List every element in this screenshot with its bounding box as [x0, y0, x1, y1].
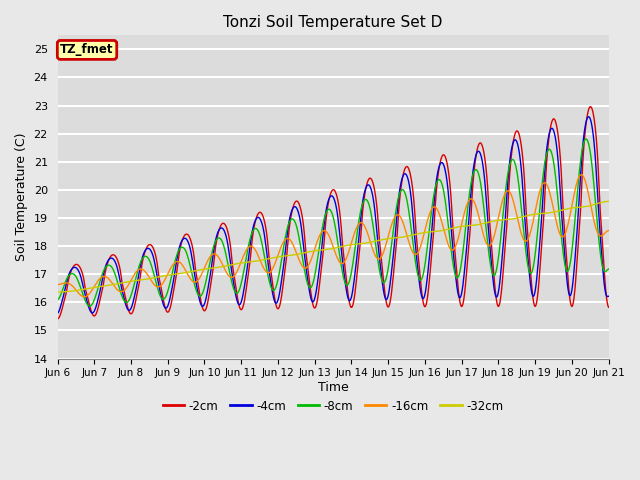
-8cm	[86, 303, 93, 309]
-2cm	[54, 316, 61, 322]
-4cm	[416, 285, 424, 291]
Line: -8cm: -8cm	[58, 139, 609, 306]
-2cm	[120, 289, 128, 295]
-2cm	[586, 104, 594, 109]
-32cm	[120, 279, 128, 285]
-2cm	[416, 274, 424, 279]
-16cm	[121, 287, 129, 293]
-8cm	[121, 299, 129, 305]
-2cm	[177, 245, 184, 251]
Line: -32cm: -32cm	[58, 201, 609, 292]
-8cm	[177, 245, 185, 251]
-16cm	[177, 261, 185, 266]
-4cm	[120, 296, 128, 302]
Legend: -2cm, -4cm, -8cm, -16cm, -32cm: -2cm, -4cm, -8cm, -16cm, -32cm	[158, 395, 508, 417]
Line: -16cm: -16cm	[58, 175, 609, 297]
-8cm	[206, 259, 214, 264]
-16cm	[401, 225, 408, 231]
-4cm	[205, 278, 213, 284]
-2cm	[63, 283, 71, 288]
-4cm	[585, 114, 593, 120]
-8cm	[401, 190, 408, 195]
-8cm	[605, 266, 612, 272]
-2cm	[400, 168, 408, 174]
-8cm	[417, 277, 425, 283]
X-axis label: Time: Time	[317, 381, 348, 394]
-32cm	[205, 265, 213, 271]
-8cm	[582, 136, 590, 142]
-4cm	[177, 242, 184, 248]
-16cm	[605, 228, 612, 233]
Line: -2cm: -2cm	[58, 107, 609, 319]
-16cm	[577, 172, 585, 178]
-4cm	[400, 171, 408, 177]
-32cm	[605, 198, 612, 204]
-32cm	[416, 230, 424, 236]
-16cm	[81, 294, 88, 300]
-32cm	[177, 271, 184, 276]
-16cm	[206, 254, 214, 260]
-32cm	[63, 288, 71, 294]
-32cm	[54, 289, 61, 295]
-16cm	[54, 282, 61, 288]
-16cm	[63, 280, 71, 286]
-32cm	[400, 234, 408, 240]
-4cm	[54, 311, 61, 316]
Title: Tonzi Soil Temperature Set D: Tonzi Soil Temperature Set D	[223, 15, 443, 30]
Text: TZ_fmet: TZ_fmet	[60, 43, 114, 57]
-8cm	[54, 297, 61, 302]
-4cm	[63, 276, 71, 282]
Line: -4cm: -4cm	[58, 117, 609, 313]
-16cm	[417, 242, 425, 248]
-8cm	[63, 275, 71, 280]
-2cm	[205, 291, 213, 297]
-2cm	[605, 304, 612, 310]
Y-axis label: Soil Temperature (C): Soil Temperature (C)	[15, 132, 28, 261]
-4cm	[605, 293, 612, 299]
